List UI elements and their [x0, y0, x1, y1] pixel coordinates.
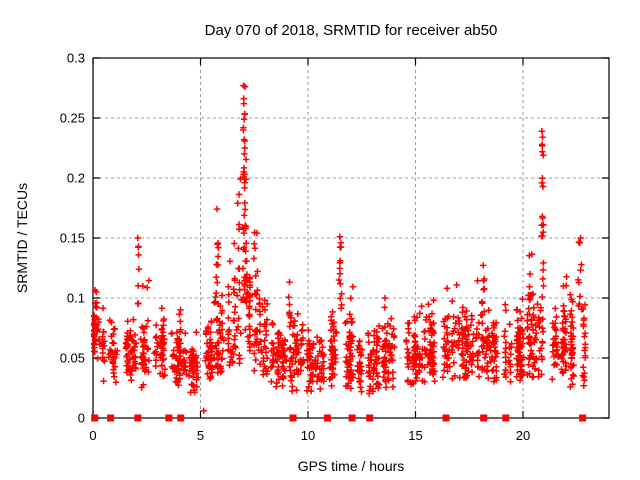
- y-tick-label: 0.25: [60, 111, 85, 126]
- x-tick-label: 10: [301, 428, 315, 443]
- x-tick-label: 15: [408, 428, 422, 443]
- flag-markers: [91, 414, 587, 422]
- x-tick-label: 20: [516, 428, 530, 443]
- y-axis-label: SRMTID / TECUs: [14, 182, 30, 294]
- x-tick-label: 5: [197, 428, 204, 443]
- y-tick-label: 0: [78, 411, 85, 426]
- y-tick-label: 0.15: [60, 231, 85, 246]
- x-axis-label: GPS time / hours: [297, 458, 405, 474]
- chart-title: Day 070 of 2018, SRMTID for receiver ab5…: [204, 22, 498, 39]
- y-tick-label: 0.3: [67, 51, 85, 66]
- y-tick-label: 0.2: [67, 171, 85, 186]
- x-tick-label: 0: [89, 428, 96, 443]
- y-tick-label: 0.05: [60, 351, 85, 366]
- y-tick-label: 0.1: [67, 291, 85, 306]
- scatter-points: [90, 82, 589, 414]
